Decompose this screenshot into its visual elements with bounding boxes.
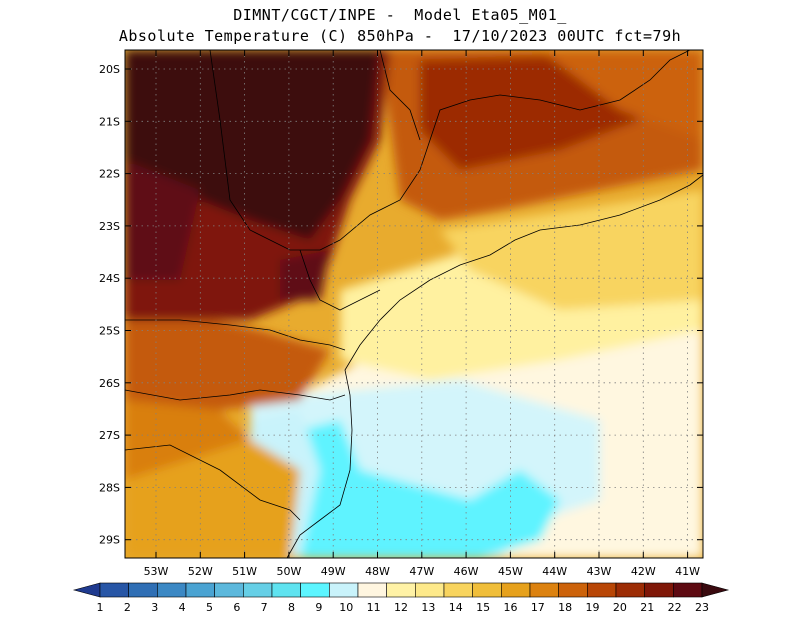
- colorbar-low-arrow: [72, 582, 101, 598]
- colorbar-swatch: [673, 582, 703, 598]
- colorbar-label: 13: [421, 601, 435, 614]
- temperature-field: [125, 50, 703, 558]
- lon-label: 45W: [498, 565, 523, 578]
- colorbar-label: 23: [695, 601, 709, 614]
- grid-lines: [125, 50, 703, 558]
- lon-label: 41W: [675, 565, 700, 578]
- colorbar-label: 11: [367, 601, 381, 614]
- colorbar-label: 6: [233, 601, 240, 614]
- lat-label: 25S: [99, 325, 120, 338]
- colorbar-label: 21: [640, 601, 654, 614]
- lat-label: 26S: [99, 377, 120, 390]
- colorbar-label: 9: [315, 601, 322, 614]
- colorbar-label: 3: [151, 601, 158, 614]
- colorbar-label: 10: [339, 601, 353, 614]
- colorbar-label: 18: [558, 601, 572, 614]
- colorbar-swatch: [443, 582, 473, 598]
- colorbar-swatch: [529, 582, 559, 598]
- colorbar-swatch: [472, 582, 502, 598]
- lon-label: 51W: [232, 565, 257, 578]
- lon-label: 44W: [542, 565, 567, 578]
- lon-label: 46W: [454, 565, 479, 578]
- figure-title-line-2: Absolute Temperature (C) 850hPa - 17/10/…: [118, 27, 682, 45]
- colorbar-swatch: [558, 582, 588, 598]
- colorbar-label: 8: [288, 601, 295, 614]
- colorbar-swatch: [271, 582, 301, 598]
- lon-label: 47W: [409, 565, 434, 578]
- lat-label: 28S: [99, 481, 120, 494]
- latitude-axis: 20S 21S 22S 23S 24S 25S 26S 27S 28S 29S: [99, 63, 703, 547]
- lon-label: 52W: [188, 565, 213, 578]
- lon-label: 48W: [365, 565, 390, 578]
- figure-title-line-1: DIMNT/CGCT/INPE - Model Eta05_M01_: [233, 6, 567, 24]
- lon-label: 50W: [276, 565, 301, 578]
- lat-label: 22S: [99, 168, 120, 181]
- colorbar-label: 19: [586, 601, 600, 614]
- lat-label: 20S: [99, 63, 120, 76]
- colorbar-label: 2: [124, 601, 131, 614]
- colorbar-label: 4: [179, 601, 186, 614]
- colorbar-swatch: [615, 582, 645, 598]
- colorbar-swatch: [357, 582, 387, 598]
- colorbar-swatch: [415, 582, 445, 598]
- colorbar-label: 12: [394, 601, 408, 614]
- colorbar-label: 22: [668, 601, 682, 614]
- colorbar-label: 15: [476, 601, 490, 614]
- colorbar-swatch: [214, 582, 244, 598]
- lon-label: 42W: [631, 565, 656, 578]
- colorbar-high-arrow: [701, 582, 730, 598]
- colorbar-label: 20: [613, 601, 627, 614]
- longitude-axis: 53W 52W 51W 50W 49W 48W 47W 46W 45W 44W 43W 42W 41W: [144, 50, 700, 578]
- colorbar-swatch: [501, 582, 531, 598]
- colorbar-swatch: [243, 582, 273, 598]
- lon-label: 53W: [144, 565, 169, 578]
- colorbar: 1 2 3 4 5 6 7 8 9 10 11 12 13 14 15 16 17 18 19 20 21 22 23: [72, 582, 730, 614]
- colorbar-label: 14: [449, 601, 463, 614]
- colorbar-label: 17: [531, 601, 545, 614]
- coastline: [125, 50, 703, 558]
- colorbar-label: 5: [206, 601, 213, 614]
- lon-label: 49W: [321, 565, 346, 578]
- colorbar-label: 16: [503, 601, 517, 614]
- lat-label: 24S: [99, 272, 120, 285]
- colorbar-swatch: [587, 582, 617, 598]
- lon-label: 43W: [587, 565, 612, 578]
- lat-label: 27S: [99, 429, 120, 442]
- colorbar-swatch: [644, 582, 674, 598]
- colorbar-swatch: [157, 582, 187, 598]
- colorbar-swatch: [329, 582, 359, 598]
- colorbar-swatch: [300, 582, 330, 598]
- colorbar-label: 1: [97, 601, 104, 614]
- colorbar-label: 7: [261, 601, 268, 614]
- colorbar-swatch: [386, 582, 416, 598]
- colorbar-swatch: [185, 582, 215, 598]
- lat-label: 23S: [99, 220, 120, 233]
- colorbar-swatch: [99, 582, 129, 598]
- lat-label: 29S: [99, 534, 120, 547]
- lat-label: 21S: [99, 115, 120, 128]
- colorbar-swatch: [128, 582, 158, 598]
- plot-border: [124, 49, 704, 559]
